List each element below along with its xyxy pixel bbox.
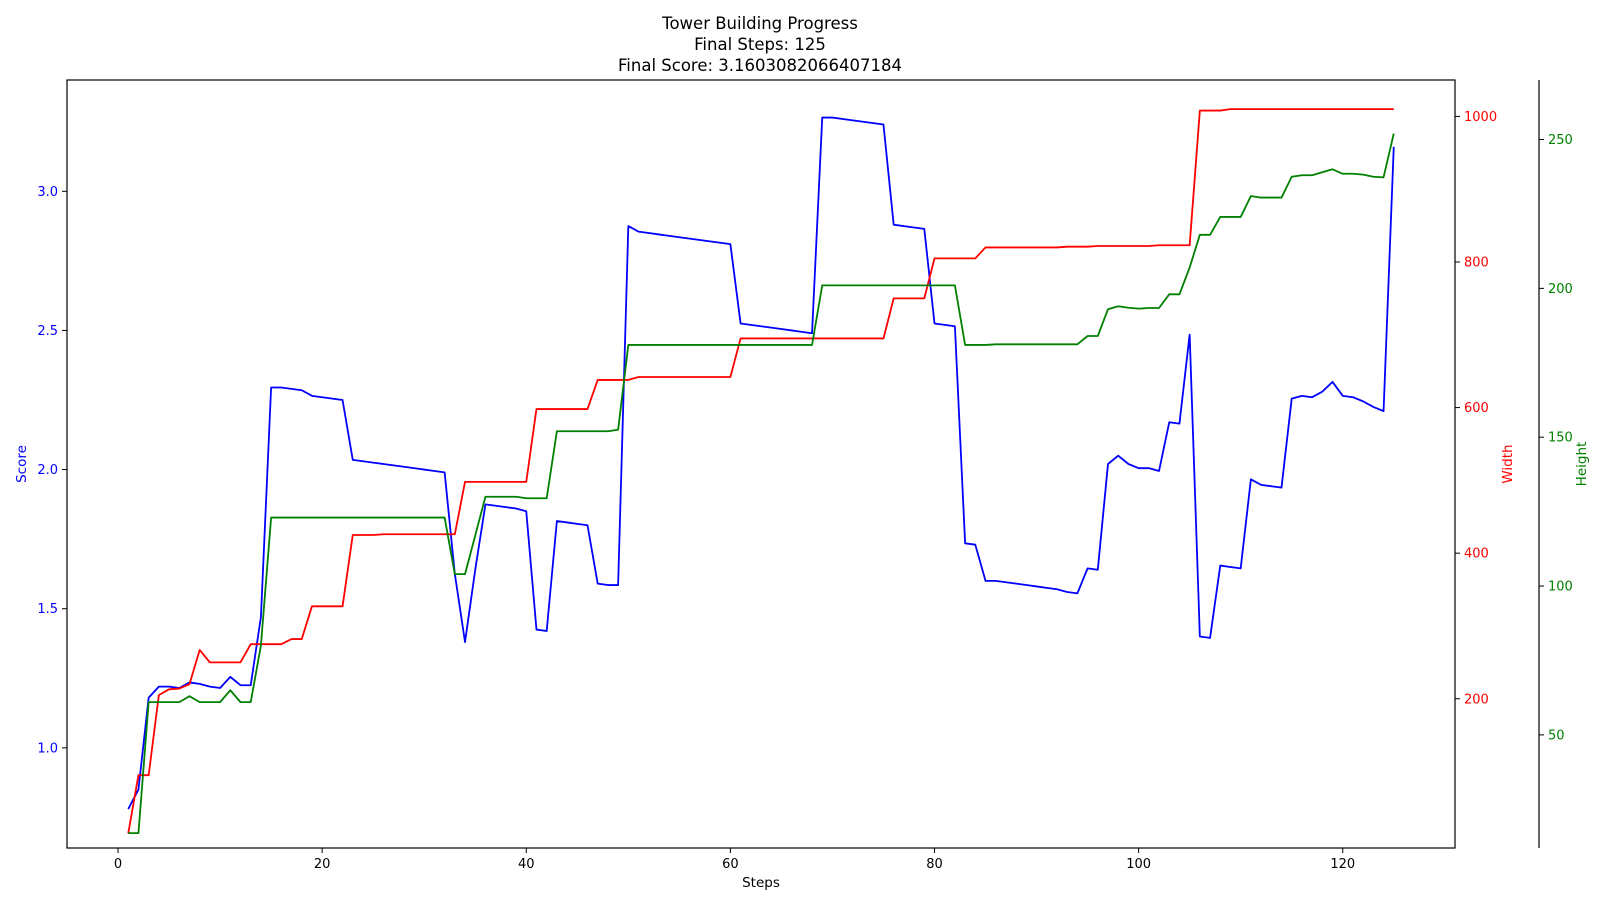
height-tick-label: 200 (1548, 282, 1573, 297)
x-tick-label: 40 (518, 857, 535, 872)
chart-title-line-3: Final Score: 3.1603082066407184 (618, 56, 902, 75)
width-series-line (127, 108, 1394, 834)
height-series-line (128, 133, 1395, 835)
x-tick-label: 100 (1126, 857, 1151, 872)
chart-title-line-1: Tower Building Progress (661, 14, 858, 33)
series-lines (127, 108, 1395, 835)
x-tick-label: 0 (114, 857, 122, 872)
plot-area-frame (66, 79, 1456, 849)
x-tick-label: 80 (926, 857, 943, 872)
width-tick-label: 400 (1464, 547, 1489, 562)
height-tick-label: 250 (1548, 133, 1573, 148)
width-axis-label: Width (1500, 444, 1516, 483)
score-tick-label: 1.0 (37, 741, 58, 756)
x-axis: 0 20 40 60 80 100 120 (114, 848, 1355, 872)
x-axis-label: Steps (742, 875, 780, 891)
width-tick-label: 800 (1464, 255, 1489, 270)
score-tick-label: 2.5 (37, 324, 58, 339)
width-tick-label: 600 (1464, 401, 1489, 416)
score-series-line (127, 116, 1395, 810)
height-tick-label: 100 (1548, 580, 1573, 595)
chart-title: Tower Building Progress Final Steps: 125… (618, 14, 902, 75)
score-axis-label: Score (14, 445, 30, 483)
chart-title-line-2: Final Steps: 125 (694, 35, 826, 54)
x-tick-label: 120 (1330, 857, 1355, 872)
score-tick-label: 1.5 (37, 602, 58, 617)
width-tick-label: 200 (1464, 692, 1489, 707)
score-tick-label: 3.0 (37, 185, 58, 200)
y-axes: 1.0 1.5 2.0 2.5 3.0 Score 200 400 600 800 1000 Widt… (14, 110, 1590, 756)
x-tick-label: 20 (314, 857, 331, 872)
x-tick-label: 60 (722, 857, 739, 872)
score-tick-label: 2.0 (37, 463, 58, 478)
height-tick-label: 150 (1548, 431, 1573, 446)
height-tick-label: 50 (1548, 728, 1565, 743)
height-axis-label: Height (1574, 442, 1590, 487)
width-tick-label: 1000 (1464, 110, 1497, 125)
